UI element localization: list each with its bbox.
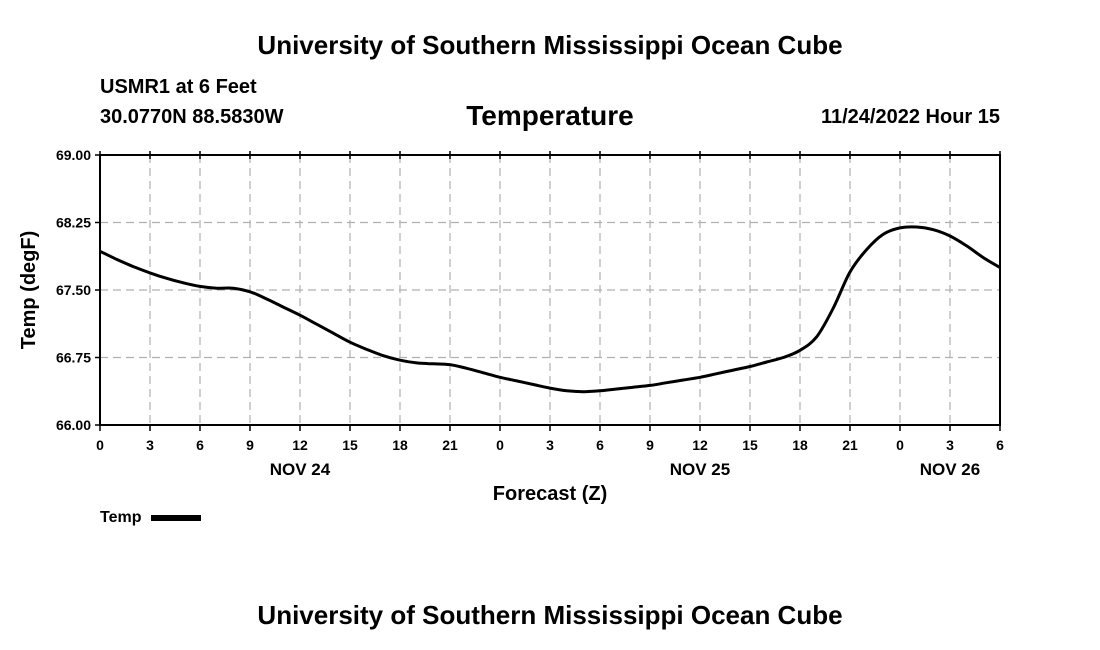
x-tick-label: 9 [646, 437, 654, 453]
y-tick-label: 66.00 [56, 417, 91, 433]
page-title: University of Southern Mississippi Ocean… [257, 30, 843, 60]
x-tick-label: 21 [842, 437, 858, 453]
x-tick-label: 18 [792, 437, 808, 453]
y-axis-label: Temp (degF) [18, 231, 40, 350]
footer-title: University of Southern Mississippi Ocean… [257, 600, 843, 630]
date-label: NOV 24 [270, 460, 331, 479]
grid [100, 155, 1000, 425]
x-tick-label: 18 [392, 437, 408, 453]
legend-line-swatch [151, 515, 202, 521]
x-tick-label: 21 [442, 437, 458, 453]
chart-title: Temperature [466, 100, 634, 131]
temp-series-line [99, 225, 1001, 394]
x-tick-label: 3 [946, 437, 954, 453]
legend-label: Temp [100, 509, 142, 526]
x-tick-label: 0 [96, 437, 104, 453]
date-label: NOV 25 [670, 460, 730, 479]
x-tick-label: 15 [342, 437, 358, 453]
series-layer [99, 225, 1001, 394]
x-tick-label: 6 [196, 437, 204, 453]
plot-frame [99, 154, 1001, 426]
forecast-datetime: 11/24/2022 Hour 15 [820, 106, 1000, 128]
x-tick-label: 6 [596, 437, 604, 453]
x-tick-label: 3 [546, 437, 554, 453]
x-tick-label: 9 [246, 437, 254, 453]
x-tick-label: 15 [742, 437, 758, 453]
x-tick-label: 0 [896, 437, 904, 453]
x-tick-label: 6 [996, 437, 1004, 453]
y-tick-label: 66.75 [56, 350, 91, 366]
legend: Temp [100, 509, 202, 527]
x-tick-label: 12 [692, 437, 708, 453]
y-tick-label: 69.00 [56, 147, 91, 163]
date-label: NOV 26 [920, 460, 980, 479]
coordinates-label: 30.0770N 88.5830W [100, 106, 284, 128]
axis-labels: Forecast (Z) Temp (degF) [18, 231, 607, 505]
x-tick-label: 3 [146, 437, 154, 453]
y-tick-label: 68.25 [56, 215, 91, 231]
axis-ticks: 66.00 66.75 67.50 68.25 69.00 0 3 6 9 12 15 18 21 0 3 6… [56, 147, 1004, 479]
x-axis-label: Forecast (Z) [493, 483, 607, 505]
x-tick-label: 0 [496, 437, 504, 453]
station-label: USMR1 at 6 Feet [100, 76, 257, 98]
y-tick-label: 67.50 [56, 282, 91, 298]
x-tick-label: 12 [292, 437, 308, 453]
